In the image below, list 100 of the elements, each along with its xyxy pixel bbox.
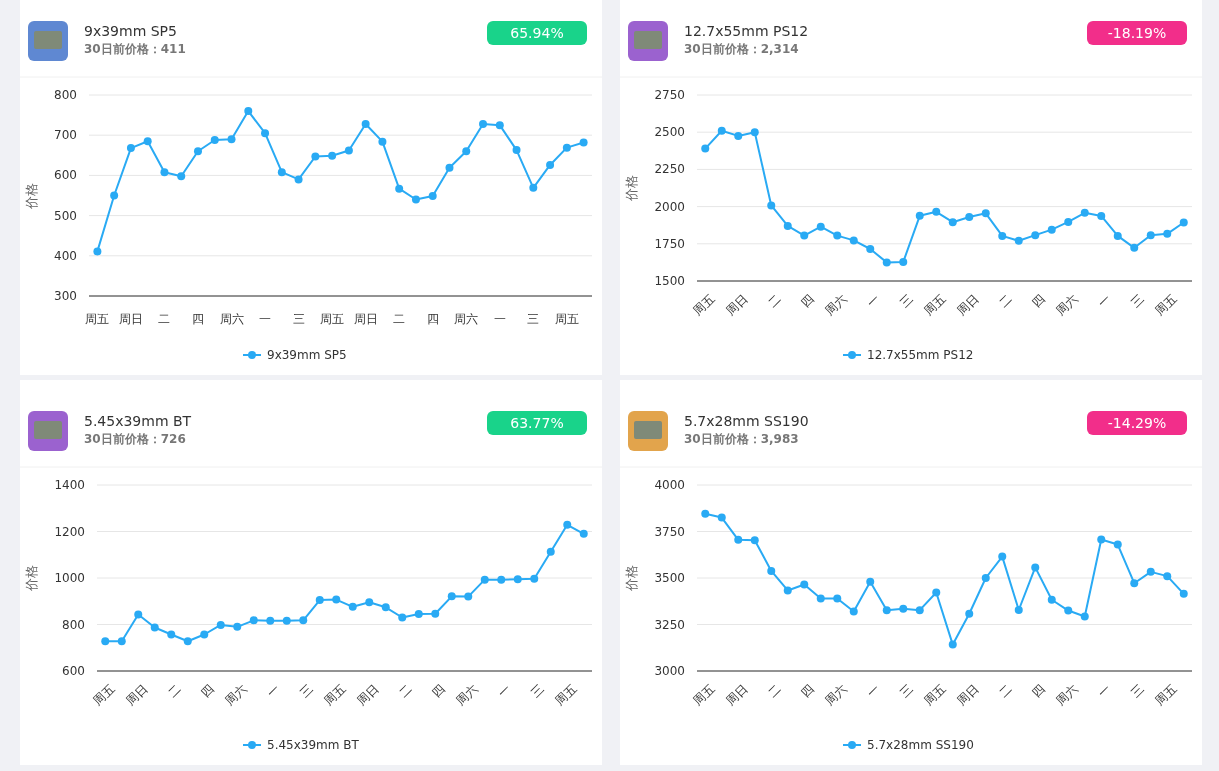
point	[783, 221, 792, 230]
point	[479, 119, 488, 128]
point	[1179, 589, 1188, 598]
y-tick-label: 2750	[654, 88, 685, 102]
point	[462, 147, 471, 156]
legend-label: 9x39mm SP5	[267, 348, 347, 362]
point	[167, 630, 176, 639]
point	[899, 257, 908, 266]
point	[717, 126, 726, 135]
point	[915, 606, 924, 615]
y-tick-label: 1500	[654, 274, 685, 288]
x-tick-label: 二	[765, 681, 784, 700]
point	[866, 245, 875, 254]
x-tick-label: 周六	[454, 312, 479, 326]
point	[866, 577, 875, 586]
x-tick-label: 周日	[353, 312, 378, 326]
point	[1031, 231, 1040, 240]
point	[701, 509, 710, 518]
legend-label: 5.45x39mm BT	[267, 738, 360, 752]
y-axis-title: 价格	[624, 175, 639, 202]
point	[998, 231, 1007, 240]
point	[233, 622, 242, 631]
x-tick-label: 二	[396, 681, 415, 700]
y-tick-label: 300	[54, 289, 77, 303]
x-tick-label: 四	[426, 312, 439, 326]
y-tick-label: 3500	[654, 571, 685, 585]
point	[965, 213, 974, 222]
point	[344, 146, 353, 155]
x-tick-label: 一	[264, 681, 283, 700]
chart-subtitle: 30日前价格：411	[84, 42, 186, 56]
point	[563, 520, 572, 529]
point	[328, 151, 337, 160]
legend-label: 12.7x55mm PS12	[867, 348, 974, 362]
x-tick-label: 周五	[85, 312, 110, 326]
x-tick-label: 周日	[723, 291, 751, 319]
point	[734, 131, 743, 140]
point	[134, 610, 143, 619]
x-tick-label: 周五	[554, 312, 579, 326]
y-tick-label: 2500	[654, 125, 685, 140]
point	[414, 610, 423, 619]
point	[1080, 612, 1089, 621]
x-tick-label: 三	[1128, 291, 1147, 310]
point	[816, 222, 825, 231]
point	[767, 201, 776, 210]
chart-title: 5.45x39mm BT	[84, 413, 192, 429]
y-axis-title: 价格	[624, 565, 639, 592]
point	[216, 620, 225, 629]
chart-subtitle: 30日前价格：726	[84, 432, 186, 446]
point	[717, 513, 726, 522]
y-tick-label: 3250	[654, 617, 685, 632]
x-tick-label: 周五	[1152, 681, 1180, 709]
x-tick-label: 周六	[1053, 291, 1081, 319]
x-tick-label: 周五	[552, 681, 580, 709]
point	[512, 146, 521, 155]
y-axis-title: 价格	[24, 565, 39, 592]
chart-subtitle: 30日前价格：2,314	[684, 42, 799, 56]
point	[464, 592, 473, 601]
point	[579, 138, 588, 147]
x-tick-label: 一	[1095, 291, 1114, 310]
point	[332, 595, 341, 604]
text: -18.19%	[1107, 25, 1167, 41]
x-tick-label: 三	[897, 681, 916, 700]
x-tick-label: 四	[798, 291, 817, 310]
y-tick-label: 1400	[54, 478, 85, 492]
point	[299, 616, 308, 625]
point	[315, 596, 324, 605]
point	[244, 107, 253, 116]
point	[277, 168, 286, 177]
point	[529, 183, 538, 192]
point	[530, 574, 539, 583]
x-tick-label: 二	[165, 681, 184, 700]
point	[1031, 563, 1040, 572]
point	[1014, 236, 1023, 245]
point	[579, 529, 588, 538]
point	[378, 137, 387, 146]
point	[311, 152, 320, 161]
y-tick-label: 400	[54, 248, 77, 263]
point	[800, 231, 809, 240]
point	[915, 211, 924, 220]
x-tick-label: 一	[864, 291, 883, 310]
point	[365, 598, 374, 607]
point	[948, 218, 957, 227]
y-tick-label: 3750	[654, 524, 685, 539]
point	[294, 175, 303, 184]
point	[833, 231, 842, 240]
y-tick-label: 1200	[54, 524, 85, 539]
point	[1097, 211, 1106, 220]
point	[395, 184, 404, 193]
y-tick-label: 800	[62, 617, 85, 632]
point	[546, 160, 555, 169]
y-tick-label: 1000	[54, 571, 85, 585]
x-tick-label: 周日	[118, 312, 143, 326]
point	[160, 168, 169, 177]
legend-label: 5.7x28mm SS190	[867, 738, 974, 752]
point	[1113, 540, 1122, 549]
point	[361, 119, 370, 128]
x-tick-label: 三	[1128, 681, 1147, 700]
y-tick-label: 600	[54, 168, 77, 183]
x-tick-label: 周日	[123, 681, 151, 709]
y-tick-label: 600	[62, 664, 85, 678]
